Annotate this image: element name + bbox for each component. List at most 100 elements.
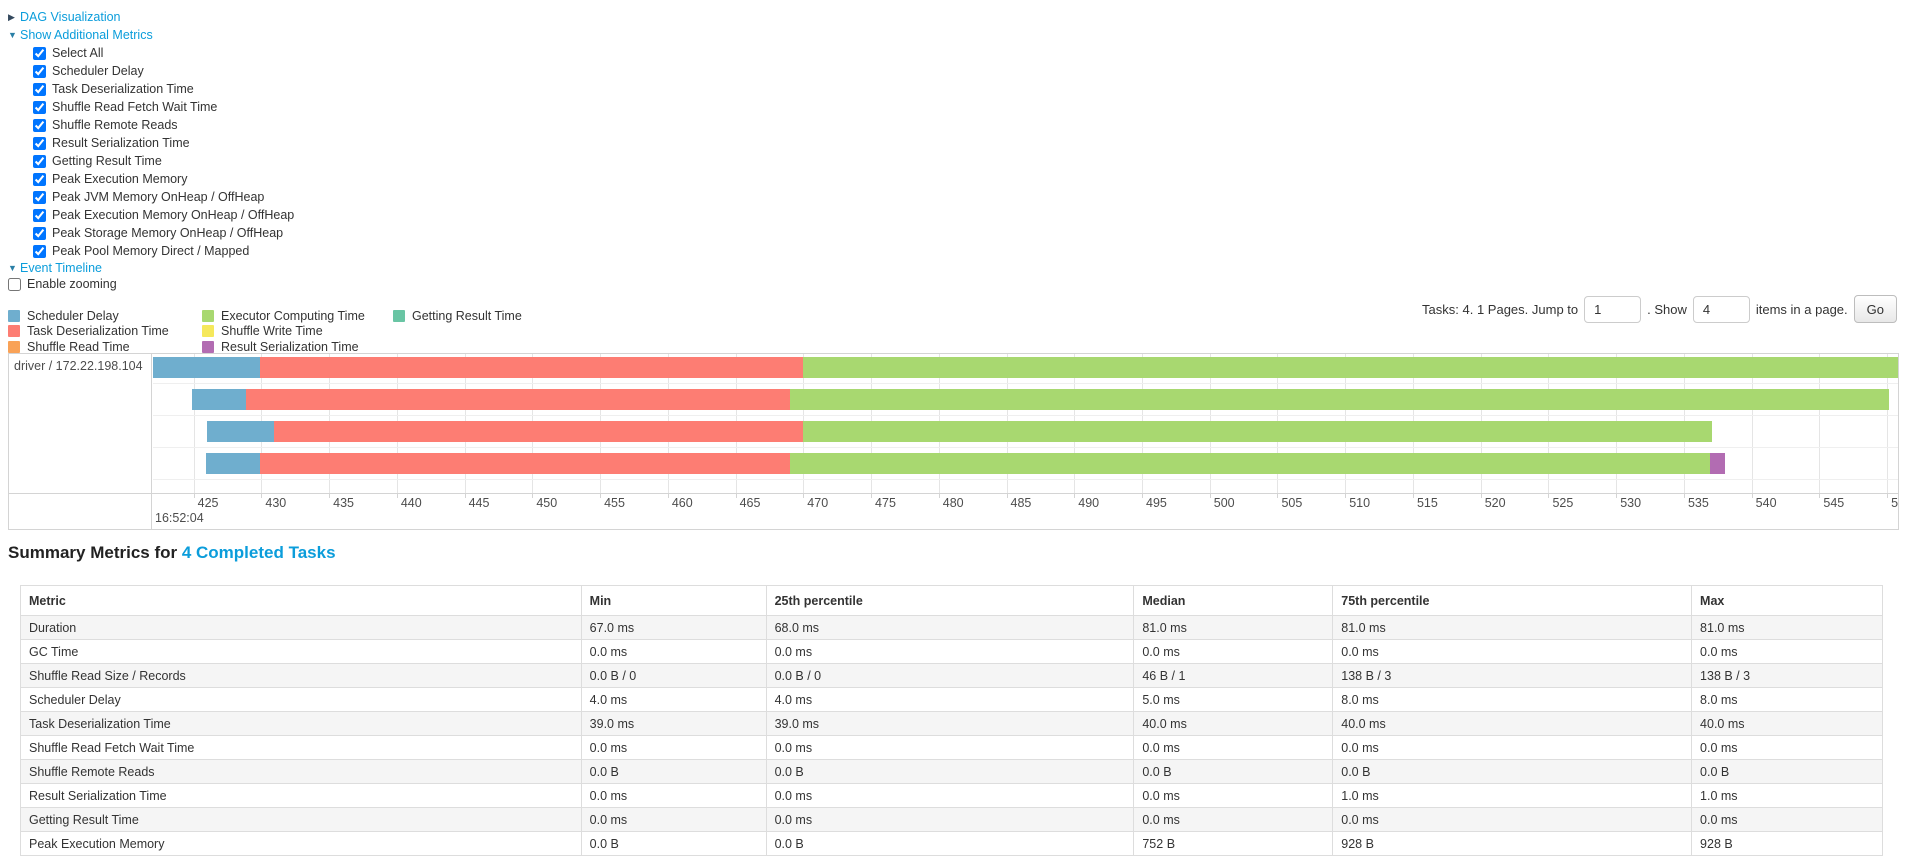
- metric-checkbox-item[interactable]: Shuffle Remote Reads: [8, 116, 294, 134]
- axis-tick: [1683, 493, 1685, 498]
- metric-checkbox[interactable]: [33, 208, 46, 222]
- metric-checkbox-item[interactable]: Shuffle Read Fetch Wait Time: [8, 98, 294, 116]
- legend-swatch-icon: [202, 340, 214, 353]
- task-bar-segment-task-deserialization[interactable]: [246, 389, 790, 410]
- task-bar-segment-result-serialization[interactable]: [1709, 453, 1725, 474]
- value-cell: 5.0 ms: [1133, 687, 1334, 712]
- dag-visualization-link[interactable]: DAG Visualization: [20, 10, 121, 24]
- dag-visualization-toggle[interactable]: ▶ DAG Visualization: [8, 8, 294, 26]
- value-cell: 0.0 ms: [1133, 783, 1334, 808]
- metric-checkbox[interactable]: [33, 172, 46, 186]
- show-additional-metrics-toggle[interactable]: ▼ Show Additional Metrics: [8, 26, 294, 44]
- metric-cell: GC Time: [20, 639, 582, 664]
- enable-zooming-checkbox[interactable]: [8, 277, 21, 291]
- task-bar-segment-executor-computing[interactable]: [803, 357, 1898, 378]
- task-bar-segment-task-deserialization[interactable]: [260, 453, 790, 474]
- timeline-legend: Scheduler Delay Task Deserialization Time…: [8, 308, 522, 355]
- table-row: Shuffle Read Fetch Wait Time 0.0 ms 0.0 ms…: [20, 735, 1883, 760]
- axis-tick-label: 450: [536, 496, 558, 510]
- legend-item: Scheduler Delay: [8, 308, 202, 324]
- value-cell: 0.0 ms: [1691, 639, 1883, 664]
- value-cell: 0.0 ms: [580, 783, 767, 808]
- value-cell: 0.0 B: [1691, 759, 1883, 784]
- metric-cell: Task Deserialization Time: [20, 711, 582, 736]
- axis-tick: [1412, 493, 1414, 498]
- metric-checkbox-item[interactable]: Result Serialization Time: [8, 134, 294, 152]
- axis-tick-label: 525: [1552, 496, 1574, 510]
- jump-to-page-input[interactable]: [1584, 295, 1642, 323]
- value-cell: 0.0 ms: [1133, 735, 1334, 760]
- items-per-page-input[interactable]: [1692, 295, 1750, 323]
- axis-tick: [1480, 493, 1482, 498]
- metric-checkbox[interactable]: [33, 226, 46, 240]
- metric-checkbox[interactable]: [33, 46, 46, 60]
- legend-swatch-icon: [202, 325, 214, 338]
- metric-checkbox-item[interactable]: Select All: [8, 44, 294, 62]
- enable-zooming-option[interactable]: Enable zooming: [8, 276, 294, 292]
- legend-item: Shuffle Read Time: [8, 339, 202, 355]
- legend-item: Shuffle Write Time: [202, 324, 393, 340]
- metric-checkbox[interactable]: [33, 82, 46, 96]
- task-bar-segment-scheduler-delay[interactable]: [192, 389, 247, 410]
- stage-controls: ▶ DAG Visualization ▼ Show Additional Me…: [8, 8, 294, 292]
- task-bar-segment-executor-computing[interactable]: [789, 389, 1889, 410]
- metric-checkbox[interactable]: [33, 118, 46, 132]
- task-bar-segment-task-deserialization[interactable]: [260, 357, 804, 378]
- metric-checkbox-item[interactable]: Getting Result Time: [8, 152, 294, 170]
- value-cell: 0.0 ms: [1332, 735, 1693, 760]
- task-bar-segment-scheduler-delay[interactable]: [153, 357, 261, 378]
- row-separator: [153, 415, 1898, 416]
- axis-tick-label: 445: [468, 496, 490, 510]
- event-timeline-link[interactable]: Event Timeline: [20, 261, 102, 275]
- task-bar-segment-scheduler-delay[interactable]: [205, 453, 261, 474]
- axis-tick: [1006, 493, 1008, 498]
- value-cell: 0.0 ms: [765, 639, 1135, 664]
- metric-checkbox-item[interactable]: Peak Storage Memory OnHeap / OffHeap: [8, 224, 294, 242]
- metric-checkbox-item[interactable]: Peak Execution Memory OnHeap / OffHeap: [8, 206, 294, 224]
- metric-checkbox-label: Shuffle Remote Reads: [52, 118, 178, 132]
- axis-tick-label: 495: [1146, 496, 1167, 510]
- value-cell: 0.0 B: [1133, 759, 1334, 784]
- enable-zooming-label: Enable zooming: [27, 277, 117, 291]
- legend-item: Getting Result Time: [393, 308, 522, 324]
- legend-column: Scheduler Delay Task Deserialization Time…: [8, 308, 202, 355]
- value-cell: 0.0 ms: [580, 639, 767, 664]
- legend-label: Shuffle Read Time: [27, 339, 130, 354]
- row-separator: [153, 447, 1898, 448]
- value-cell: 928 B: [1691, 831, 1883, 856]
- metric-checkbox[interactable]: [33, 190, 46, 204]
- metric-checkbox-label: Shuffle Read Fetch Wait Time: [52, 100, 218, 114]
- metric-checkbox-item[interactable]: Task Deserialization Time: [8, 80, 294, 98]
- metric-checkbox-item[interactable]: Scheduler Delay: [8, 62, 294, 80]
- event-timeline-toggle[interactable]: ▼ Event Timeline: [8, 260, 294, 276]
- summary-metrics-title: Summary Metrics for 4 Completed Tasks: [8, 543, 336, 563]
- show-additional-metrics-link[interactable]: Show Additional Metrics: [20, 28, 153, 42]
- completed-tasks-link[interactable]: 4 Completed Tasks: [181, 543, 336, 562]
- metric-checkbox-item[interactable]: Peak Pool Memory Direct / Mapped: [8, 242, 294, 260]
- summary-title-prefix: Summary Metrics for: [8, 543, 182, 562]
- axis-tick: [735, 493, 737, 498]
- axis-tick: [600, 493, 602, 498]
- legend-swatch-icon: [393, 309, 405, 322]
- metric-cell: Shuffle Read Size / Records: [20, 663, 582, 688]
- metric-checkbox[interactable]: [33, 136, 46, 150]
- go-button[interactable]: Go: [1853, 295, 1897, 323]
- metric-checkbox[interactable]: [33, 64, 46, 78]
- metric-checkbox-item[interactable]: Peak JVM Memory OnHeap / OffHeap: [8, 188, 294, 206]
- value-cell: 1.0 ms: [1691, 783, 1883, 808]
- task-bar-segment-task-deserialization[interactable]: [273, 421, 804, 442]
- value-cell: 0.0 B: [580, 759, 767, 784]
- axis-tick-label: 440: [400, 496, 422, 510]
- task-bar-segment-executor-computing[interactable]: [789, 453, 1710, 474]
- value-cell: 0.0 ms: [580, 735, 767, 760]
- task-bar-segment-executor-computing[interactable]: [803, 421, 1713, 442]
- axis-tick: [1548, 493, 1550, 498]
- metric-checkbox[interactable]: [33, 100, 46, 114]
- metric-checkbox[interactable]: [33, 244, 46, 258]
- axis-tick-label: 435: [333, 496, 354, 510]
- metric-checkbox-item[interactable]: Peak Execution Memory: [8, 170, 294, 188]
- metric-checkbox-label: Peak Pool Memory Direct / Mapped: [52, 244, 250, 258]
- metric-checkbox[interactable]: [33, 154, 46, 168]
- task-bar-segment-scheduler-delay[interactable]: [207, 421, 274, 442]
- axis-tick-label: 475: [875, 496, 896, 510]
